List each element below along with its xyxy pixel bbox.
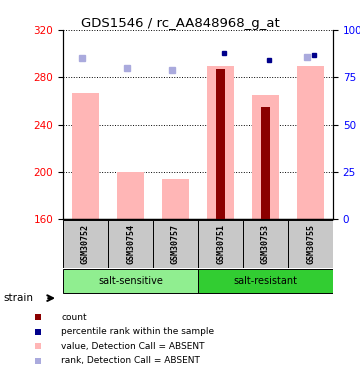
Bar xyxy=(261,107,270,219)
Bar xyxy=(243,220,288,268)
Text: value, Detection Call = ABSENT: value, Detection Call = ABSENT xyxy=(61,342,204,351)
Bar xyxy=(198,269,333,293)
Text: GSM30753: GSM30753 xyxy=(261,224,270,264)
Bar xyxy=(63,220,108,268)
Bar xyxy=(198,220,243,268)
Text: GSM30752: GSM30752 xyxy=(81,224,90,264)
Bar xyxy=(72,93,99,219)
Text: salt-resistant: salt-resistant xyxy=(234,276,297,286)
Text: GSM30755: GSM30755 xyxy=(306,224,315,264)
Bar xyxy=(216,69,225,219)
Text: rank, Detection Call = ABSENT: rank, Detection Call = ABSENT xyxy=(61,356,200,365)
Text: GDS1546 / rc_AA848968_g_at: GDS1546 / rc_AA848968_g_at xyxy=(81,17,279,30)
Bar xyxy=(108,220,153,268)
Bar xyxy=(162,179,189,219)
Bar xyxy=(117,172,144,219)
Text: percentile rank within the sample: percentile rank within the sample xyxy=(61,327,214,336)
Bar xyxy=(297,66,324,219)
Text: salt-sensitive: salt-sensitive xyxy=(98,276,163,286)
Text: count: count xyxy=(61,313,87,322)
Text: GSM30751: GSM30751 xyxy=(216,224,225,264)
Bar xyxy=(252,95,279,219)
Text: GSM30757: GSM30757 xyxy=(171,224,180,264)
Bar xyxy=(153,220,198,268)
Bar xyxy=(63,269,198,293)
Bar xyxy=(207,66,234,219)
Text: strain: strain xyxy=(3,293,33,303)
Bar xyxy=(288,220,333,268)
Text: GSM30754: GSM30754 xyxy=(126,224,135,264)
